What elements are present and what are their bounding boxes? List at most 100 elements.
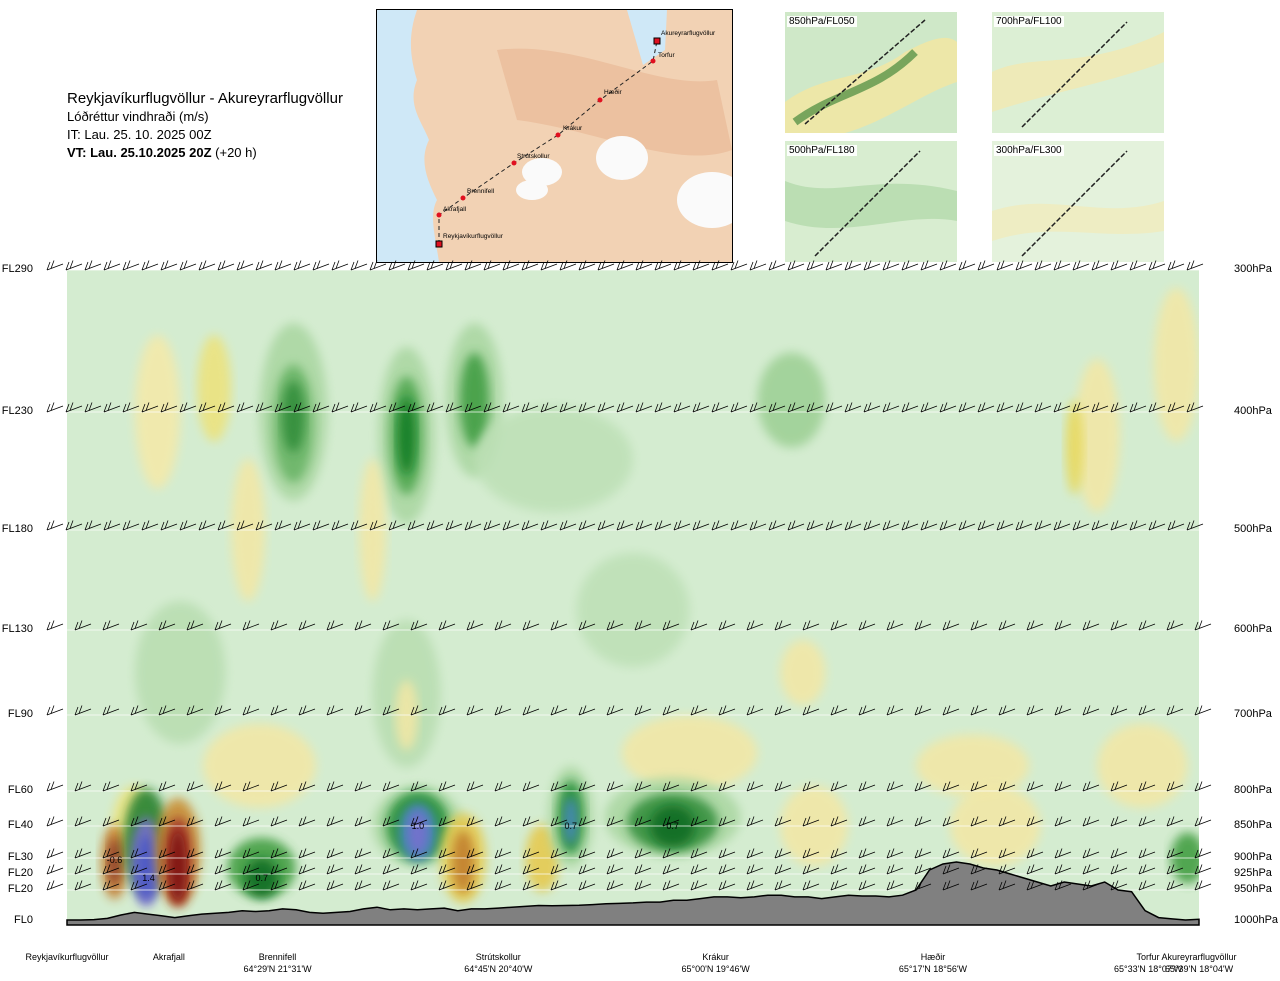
- wind-barb: [242, 781, 260, 792]
- wind-barb: [690, 880, 708, 891]
- wind-barb: [746, 816, 764, 827]
- wind-barb: [774, 848, 792, 859]
- wind-barb: [942, 880, 960, 891]
- wind-barb: [242, 620, 260, 631]
- wind-barb: [410, 705, 428, 716]
- wind-barb: [160, 520, 178, 531]
- wind-barb: [578, 620, 596, 631]
- wind-barb: [270, 781, 288, 792]
- inset-map-850: 850hPa/FL050: [785, 12, 957, 133]
- wind-barb: [886, 620, 904, 631]
- flight-level-label: FL0: [14, 914, 33, 926]
- wind-barb: [438, 816, 456, 827]
- value-annotations: -0.6 1.4 0.7 1.0 0.7 0.7: [107, 821, 679, 883]
- field-contour: [134, 601, 226, 744]
- flight-level-label: FL290: [1, 263, 33, 275]
- wind-barb: [654, 520, 672, 531]
- wind-barb: [635, 260, 653, 271]
- wind-barb: [326, 848, 344, 859]
- wind-barb: [1054, 880, 1072, 891]
- wind-barb: [634, 864, 652, 875]
- wind-barb: [274, 520, 292, 531]
- wind-barb: [1138, 781, 1156, 792]
- wind-barb: [634, 620, 652, 631]
- wind-barb: [550, 705, 568, 716]
- wind-barb: [863, 260, 881, 271]
- wind-barb: [186, 705, 204, 716]
- wind-barb: [578, 520, 596, 531]
- wind-barb: [830, 880, 848, 891]
- wind-barb: [494, 864, 512, 875]
- wind-barb: [255, 520, 273, 531]
- waypoint-label: Akrafjall: [443, 206, 467, 213]
- field-contour: [197, 335, 232, 442]
- location-coord: 64°45'N 20°40'W: [464, 964, 533, 974]
- wind-barb: [578, 880, 596, 891]
- wind-barb: [1194, 620, 1212, 631]
- wind-barb: [158, 848, 176, 859]
- wind-barb: [1110, 816, 1128, 827]
- wind-barb: [654, 260, 672, 271]
- wind-barb: [540, 520, 558, 531]
- wind-barb: [242, 864, 260, 875]
- wind-barb: [103, 260, 121, 271]
- wind-barb: [1138, 816, 1156, 827]
- value-label: 0.7: [255, 873, 268, 883]
- wind-barb: [977, 402, 995, 413]
- wind-barb: [354, 848, 372, 859]
- wind-barb: [46, 864, 64, 875]
- wind-barb: [1166, 864, 1184, 875]
- wind-barb: [550, 620, 568, 631]
- wind-barb: [130, 705, 148, 716]
- wind-barb: [1166, 848, 1184, 859]
- wind-barb: [354, 816, 372, 827]
- wind-barb: [1138, 880, 1156, 891]
- wind-barb: [130, 816, 148, 827]
- field-contour: [757, 352, 826, 448]
- wind-barb: [802, 880, 820, 891]
- wind-barb: [1054, 705, 1072, 716]
- wind-barb: [942, 848, 960, 859]
- wind-barb: [1194, 781, 1212, 792]
- wind-barb: [388, 402, 406, 413]
- wind-barb: [298, 816, 316, 827]
- wind-barb: [970, 620, 988, 631]
- wind-barb: [354, 620, 372, 631]
- wind-barb: [217, 520, 235, 531]
- wind-barb: [102, 620, 120, 631]
- wind-barb: [242, 848, 260, 859]
- wind-barb: [730, 260, 748, 271]
- field-contour: [621, 715, 758, 791]
- wind-barb: [74, 620, 92, 631]
- wind-barb: [942, 864, 960, 875]
- wind-barb: [1082, 705, 1100, 716]
- wind-barb: [65, 520, 83, 531]
- wind-barb: [521, 402, 539, 413]
- wind-barb: [1166, 705, 1184, 716]
- wind-barb: [1091, 520, 1109, 531]
- wind-barb: [369, 520, 387, 531]
- waypoint-label: Brennifell: [467, 188, 495, 195]
- wind-barb: [1110, 260, 1128, 271]
- wind-barb: [522, 880, 540, 891]
- wind-barb: [102, 864, 120, 875]
- wind-barb: [214, 880, 232, 891]
- wind-barb: [293, 402, 311, 413]
- field-contour: [459, 352, 490, 448]
- wind-barb: [863, 520, 881, 531]
- wind-barb: [407, 402, 425, 413]
- wind-barb: [616, 520, 634, 531]
- field-contour: [451, 830, 475, 894]
- wind-barb: [312, 402, 330, 413]
- wind-barb: [354, 880, 372, 891]
- wind-barb: [662, 816, 680, 827]
- wind-barb: [217, 260, 235, 271]
- wind-barb: [970, 705, 988, 716]
- wind-barb: [914, 816, 932, 827]
- wind-barb: [466, 705, 484, 716]
- wind-barb: [326, 864, 344, 875]
- wind-barb: [326, 816, 344, 827]
- wind-barb: [692, 402, 710, 413]
- wind-barb: [102, 848, 120, 859]
- wind-barb: [1054, 781, 1072, 792]
